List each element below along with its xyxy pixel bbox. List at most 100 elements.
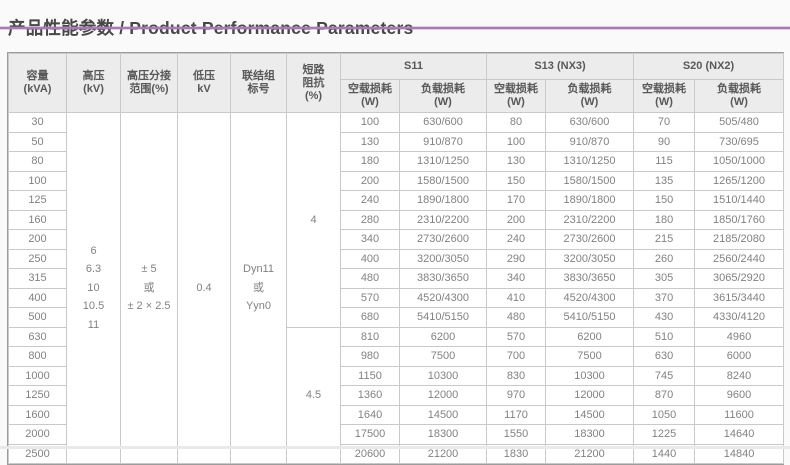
s20-noload-cell: 1225 xyxy=(633,424,696,445)
s13-noload-cell: 290 xyxy=(486,248,546,269)
capacity-cell: 630 xyxy=(8,326,67,347)
performance-table-container: 容量 (kVA) 高压 (kV) 高压分接 范围(%) 低压 kV 联结组 标号 短路 阻… xyxy=(7,52,785,465)
s13-load-cell: 18300 xyxy=(544,424,635,445)
s11-load-cell: 3200/3050 xyxy=(399,248,487,269)
s13-noload-cell: 150 xyxy=(486,170,546,191)
table-row: 800 980 7500 700 7500 630 6000 xyxy=(8,346,785,367)
table-row: 315 480 3830/3650 340 3830/3650 305 3065/2920 xyxy=(8,268,785,289)
hv-values-cell: 6 6.3 10 10.5 11 xyxy=(66,112,121,464)
vector-group-cell: Dyn11 或 Yyn0 xyxy=(230,112,287,464)
capacity-cell: 100 xyxy=(8,170,67,191)
title-underline xyxy=(0,27,790,29)
s11-noload-cell: 340 xyxy=(340,229,400,250)
s11-load-cell: 1890/1800 xyxy=(399,190,487,211)
s20-noload-cell: 180 xyxy=(633,209,696,230)
capacity-cell: 1250 xyxy=(8,385,67,406)
s11-noload-cell: 480 xyxy=(340,268,400,289)
s11-load-cell: 12000 xyxy=(399,385,487,406)
s11-noload-cell: 130 xyxy=(340,131,400,152)
lv-value-cell: 0.4 xyxy=(177,112,231,464)
capacity-cell: 315 xyxy=(8,268,67,289)
s20-noload-cell: 135 xyxy=(633,170,696,191)
s20-noload-cell: 150 xyxy=(633,190,696,211)
bottom-strip xyxy=(0,446,790,449)
s13-load-cell: 3200/3050 xyxy=(544,248,635,269)
s13-noload-cell: 200 xyxy=(486,209,546,230)
sub-header-noload-loss: 空载损耗 (W) xyxy=(486,79,546,113)
s20-load-cell: 11600 xyxy=(694,404,785,425)
s20-load-cell: 1850/1760 xyxy=(694,209,785,230)
s13-noload-cell: 80 xyxy=(486,112,546,133)
s13-load-cell: 910/870 xyxy=(544,131,635,152)
s11-load-cell: 630/600 xyxy=(399,112,487,133)
capacity-cell: 1600 xyxy=(8,404,67,425)
table-row: 2000 17500 18300 1550 18300 1225 14640 xyxy=(8,424,785,445)
s20-noload-cell: 115 xyxy=(633,151,696,172)
s13-load-cell: 12000 xyxy=(544,385,635,406)
sub-header-load-loss: 负载损耗 (W) xyxy=(399,79,487,113)
capacity-cell: 250 xyxy=(8,248,67,269)
sub-header-load-loss: 负载损耗 (W) xyxy=(544,79,635,113)
col-header-impedance: 短路 阻抗 (%) xyxy=(286,53,341,113)
capacity-cell: 1000 xyxy=(8,365,67,386)
s20-load-cell: 1050/1000 xyxy=(694,151,785,172)
s11-noload-cell: 570 xyxy=(340,287,400,308)
table-row: 500 680 5410/5150 480 5410/5150 430 4330/4120 xyxy=(8,307,785,328)
capacity-cell: 2000 xyxy=(8,424,67,445)
s13-load-cell: 5410/5150 xyxy=(544,307,635,328)
s13-load-cell: 630/600 xyxy=(544,112,635,133)
impedance-cell-lower: 4.5 xyxy=(286,326,341,464)
s11-noload-cell: 180 xyxy=(340,151,400,172)
s11-load-cell: 18300 xyxy=(399,424,487,445)
s13-noload-cell: 130 xyxy=(486,151,546,172)
s11-load-cell: 5410/5150 xyxy=(399,307,487,328)
table-row: 1250 1360 12000 970 12000 870 9600 xyxy=(8,385,785,406)
col-header-capacity: 容量 (kVA) xyxy=(8,53,67,113)
s20-load-cell: 8240 xyxy=(694,365,785,386)
s11-noload-cell: 280 xyxy=(340,209,400,230)
group-header-s11: S11 xyxy=(340,53,487,80)
table-row: 80 180 1310/1250 130 1310/1250 115 1050/1000 xyxy=(8,151,785,172)
capacity-cell: 200 xyxy=(8,229,67,250)
s20-noload-cell: 70 xyxy=(633,112,696,133)
s20-noload-cell: 305 xyxy=(633,268,696,289)
table-body: 30 6 6.3 10 10.5 11 ± 5 或 ± 2 × 2.5 0.4 Dyn1… xyxy=(8,112,785,464)
s20-noload-cell: 430 xyxy=(633,307,696,328)
s11-noload-cell: 810 xyxy=(340,326,400,347)
s13-load-cell: 1890/1800 xyxy=(544,190,635,211)
capacity-cell: 160 xyxy=(8,209,67,230)
s20-noload-cell: 215 xyxy=(633,229,696,250)
s11-load-cell: 910/870 xyxy=(399,131,487,152)
table-row: 160 280 2310/2200 200 2310/2200 180 1850/1760 xyxy=(8,209,785,230)
s11-load-cell: 3830/3650 xyxy=(399,268,487,289)
s13-noload-cell: 410 xyxy=(486,287,546,308)
s13-noload-cell: 830 xyxy=(486,365,546,386)
s13-load-cell: 14500 xyxy=(544,404,635,425)
performance-table: 容量 (kVA) 高压 (kV) 高压分接 范围(%) 低压 kV 联结组 标号 短路 阻… xyxy=(8,53,785,464)
s20-noload-cell: 630 xyxy=(633,346,696,367)
capacity-cell: 30 xyxy=(8,112,67,133)
s13-noload-cell: 240 xyxy=(486,229,546,250)
s13-load-cell: 4520/4300 xyxy=(544,287,635,308)
capacity-cell: 500 xyxy=(8,307,67,328)
s20-noload-cell: 260 xyxy=(633,248,696,269)
s11-noload-cell: 100 xyxy=(340,112,400,133)
col-header-lv: 低压 kV xyxy=(177,53,231,113)
s20-load-cell: 730/695 xyxy=(694,131,785,152)
capacity-cell: 125 xyxy=(8,190,67,211)
s13-load-cell: 2730/2600 xyxy=(544,229,635,250)
s11-load-cell: 14500 xyxy=(399,404,487,425)
s13-load-cell: 10300 xyxy=(544,365,635,386)
s11-load-cell: 1580/1500 xyxy=(399,170,487,191)
s13-noload-cell: 570 xyxy=(486,326,546,347)
s13-noload-cell: 1550 xyxy=(486,424,546,445)
table-row: 30 6 6.3 10 10.5 11 ± 5 或 ± 2 × 2.5 0.4 Dyn1… xyxy=(8,112,785,464)
col-header-vector-group: 联结组 标号 xyxy=(230,53,287,113)
s11-load-cell: 10300 xyxy=(399,365,487,386)
s11-noload-cell: 980 xyxy=(340,346,400,367)
s13-load-cell: 2310/2200 xyxy=(544,209,635,230)
s11-noload-cell: 680 xyxy=(340,307,400,328)
s11-noload-cell: 1360 xyxy=(340,385,400,406)
s20-load-cell: 6000 xyxy=(694,346,785,367)
table-row: 250 400 3200/3050 290 3200/3050 260 2560/2440 xyxy=(8,248,785,269)
